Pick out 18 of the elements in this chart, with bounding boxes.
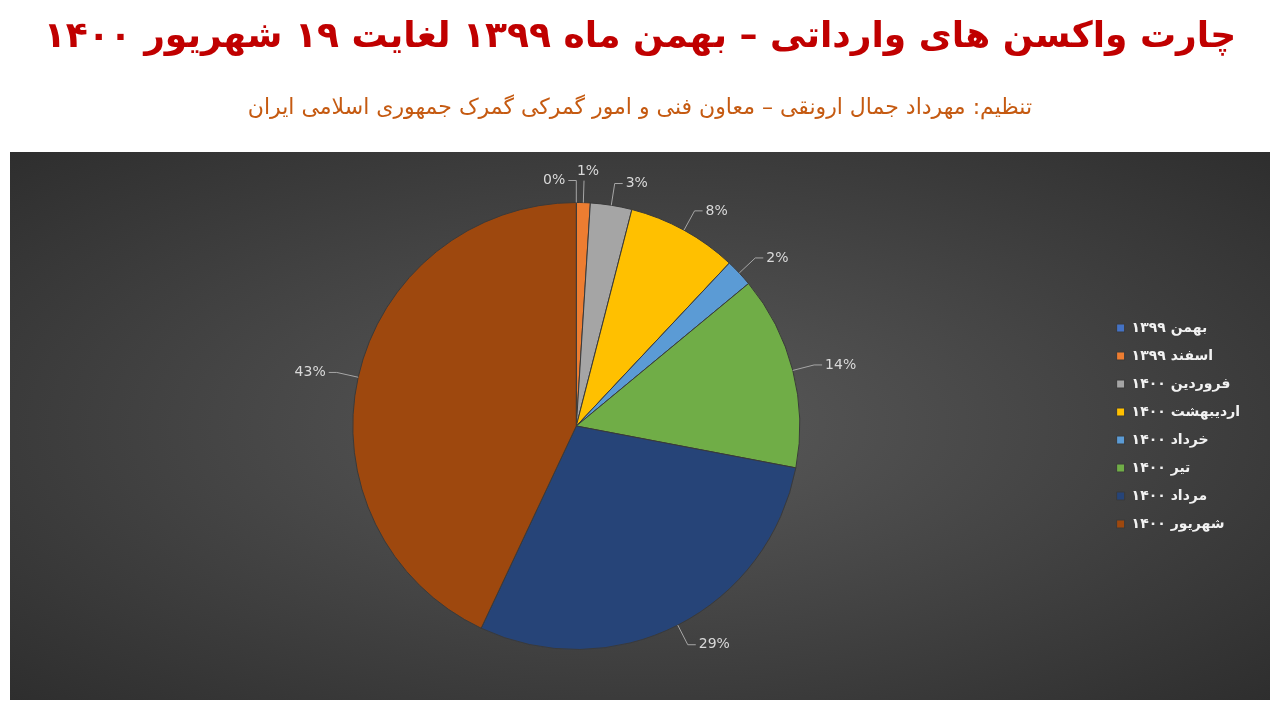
data-label: 2%: [766, 248, 789, 265]
data-label: 43%: [294, 363, 326, 380]
legend-label: بهمن ۱۳۹۹: [1131, 318, 1208, 336]
data-label: 14%: [825, 355, 857, 372]
chart-title: چارت واکسن های وارداتی – بهمن ماه ۱۳۹۹ لغایت ۱۹ شهریور ۱۴۰۰: [42, 14, 1238, 55]
data-label: 3%: [625, 174, 648, 191]
legend-label: اسفند ۱۳۹۹: [1131, 346, 1214, 363]
legend-label: فروردین ۱۴۰۰: [1131, 374, 1231, 392]
chart-subtitle: تنظیم: مهرداد جمال ارونقی – معاون فنی و امور گمرکی گمرک جمهوری اسلامی ایران: [246, 94, 1034, 119]
legend-label: اردیبهشت ۱۴۰۰: [1131, 402, 1241, 420]
legend-label: خرداد ۱۴۰۰: [1131, 430, 1209, 448]
data-label: 29%: [698, 635, 730, 652]
text: 0%: [543, 171, 566, 188]
data-label: 1%: [576, 162, 600, 179]
legend-label: شهریور ۱۴۰۰: [1131, 514, 1225, 532]
legend-label: مرداد ۱۴۰۰: [1131, 486, 1208, 504]
legend-label: تیر ۱۴۰۰: [1131, 458, 1191, 476]
data-label: 8%: [705, 201, 728, 218]
